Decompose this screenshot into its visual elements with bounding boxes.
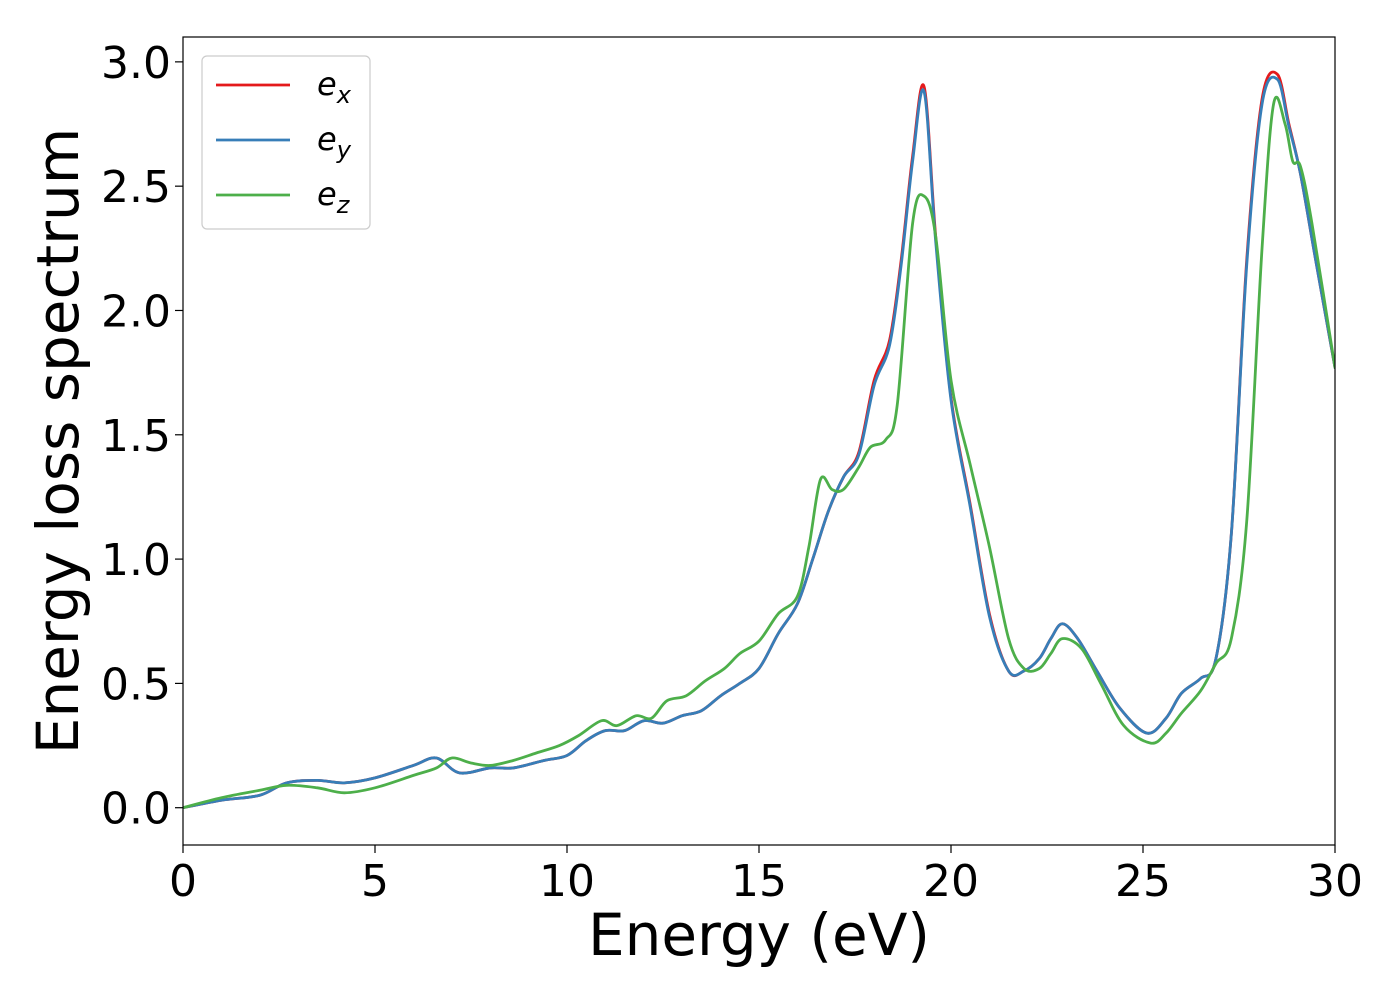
series-line-e-z [183, 95, 1335, 810]
legend-label-x: ex [317, 65, 352, 109]
y-tick-label: 2.0 [101, 286, 171, 337]
legend-label-subscript: y [336, 136, 352, 164]
x-tick-label: 5 [361, 856, 389, 907]
x-tick-label: 0 [169, 856, 197, 907]
legend-label-y: ey [317, 120, 352, 164]
series-layer [183, 70, 1335, 810]
x-axis: 0 5 10 15 20 25 30 [169, 845, 1363, 907]
legend-label-subscript: x [336, 81, 352, 109]
legend-label-subscript: z [336, 191, 351, 219]
y-tick-label: 1.5 [101, 411, 171, 462]
legend-box [201, 55, 371, 230]
y-tick-label: 3.0 [101, 38, 171, 89]
legend-label-base: e [317, 175, 337, 213]
y-tick-label: 1.0 [101, 535, 171, 586]
y-tick-label: 0.5 [101, 659, 171, 710]
legend-label-z: ez [317, 175, 351, 219]
y-tick-label: 2.5 [101, 162, 171, 213]
y-axis-label: Energy loss spectrum [24, 128, 92, 754]
legend-label-base: e [317, 65, 337, 103]
x-tick-label: 10 [539, 856, 595, 907]
x-tick-label: 30 [1307, 856, 1363, 907]
x-axis-label: Energy (eV) [588, 901, 930, 969]
y-axis: 0.0 0.5 1.0 1.5 2.0 2.5 3.0 [101, 38, 183, 835]
x-tick-label: 20 [923, 856, 979, 907]
x-tick-label: 15 [731, 856, 787, 907]
legend-label-base: e [317, 120, 337, 158]
y-tick-label: 0.0 [101, 784, 171, 835]
x-tick-label: 25 [1115, 856, 1171, 907]
